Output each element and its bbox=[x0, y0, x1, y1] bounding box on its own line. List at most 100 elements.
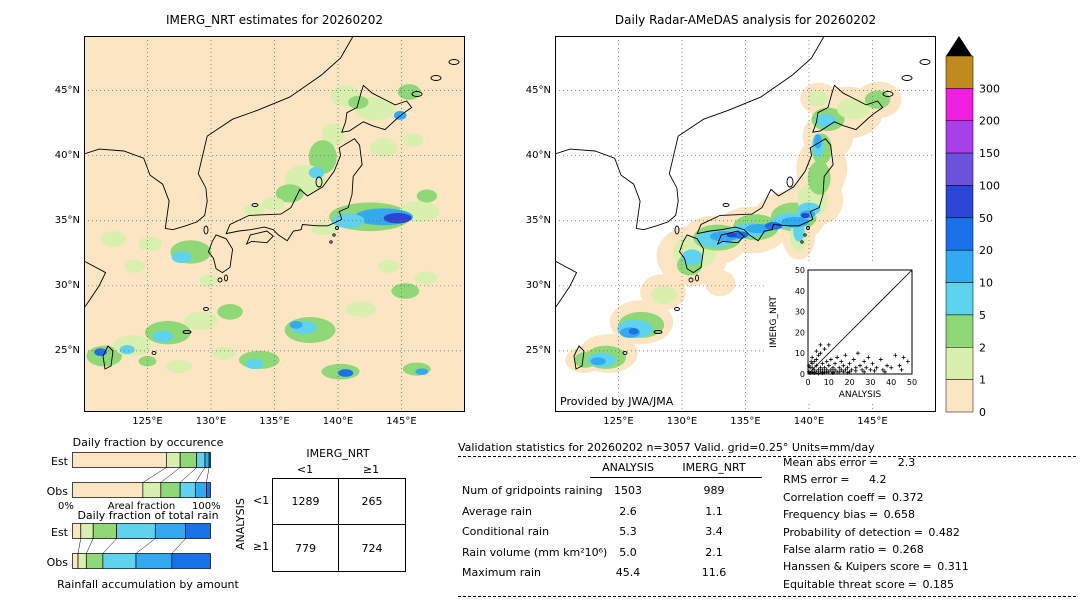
obs-bar bbox=[72, 553, 211, 569]
colorbar-label: 200 bbox=[979, 115, 1000, 128]
metric-label: RMS error bbox=[783, 473, 838, 487]
colorbar-swatch bbox=[945, 88, 974, 121]
stat-imerg-value: 989 bbox=[703, 484, 725, 497]
lat-tick-label: 45°N bbox=[525, 84, 551, 96]
colorbar-label: 100 bbox=[979, 179, 1000, 192]
contingency-table: 1289 265 779 724 bbox=[272, 478, 406, 572]
totalrain-est-label: Est bbox=[51, 526, 68, 539]
occurrence-x-max: 100% bbox=[192, 501, 221, 512]
inset-y-tick: 20 bbox=[795, 328, 805, 337]
metric-row: Correlation coeff = 0.372 bbox=[783, 489, 1077, 506]
lat-tick-label: 35°N bbox=[525, 214, 551, 226]
colorbar-swatch bbox=[945, 55, 974, 89]
obs-bar bbox=[72, 482, 211, 498]
totalrain-bars bbox=[72, 523, 211, 569]
contingency-cell-hit: 724 bbox=[361, 541, 383, 555]
segment-connectors bbox=[142, 467, 210, 483]
lat-tick-label: 25°N bbox=[525, 344, 551, 356]
equals-sign: = bbox=[913, 525, 923, 539]
lon-tick-label: 130°E bbox=[666, 416, 698, 427]
contingency-col-label-lt1: <1 bbox=[296, 463, 314, 476]
metric-row: RMS error = 4.2 bbox=[783, 471, 1077, 488]
metric-row: Mean abs error = 2.3 bbox=[783, 454, 1077, 471]
metric-label: Hanssen & Kuipers score bbox=[783, 560, 920, 574]
grid-lines bbox=[84, 36, 465, 412]
stat-label: Maximum rain bbox=[462, 566, 541, 579]
validation-title: Validation statistics for 20260202 n=305… bbox=[458, 441, 875, 454]
validation-metrics: Mean abs error = 2.3 RMS error = 4.2 Correlati… bbox=[783, 454, 1077, 593]
segment-connectors bbox=[77, 538, 186, 554]
coastlines bbox=[555, 36, 931, 370]
est-bar bbox=[72, 452, 211, 468]
precip-blobs bbox=[565, 81, 902, 373]
validation-row: Rain volume (mm km²10⁶) 5.0 2.1 bbox=[462, 543, 778, 564]
colorbar-swatch bbox=[945, 347, 974, 380]
metric-row: False alarm ratio = 0.268 bbox=[783, 541, 1077, 558]
lat-tick-label: 30°N bbox=[54, 279, 80, 291]
equals-sign: = bbox=[907, 577, 917, 591]
metric-row: Equitable threat score = 0.185 bbox=[783, 576, 1077, 593]
contingency-cell-hits-none: 1289 bbox=[273, 479, 339, 525]
colorbar-label: 0 bbox=[979, 406, 986, 416]
colorbar-label: 5 bbox=[979, 309, 986, 322]
lat-tick-label: 45°N bbox=[54, 84, 80, 96]
metric-value: 2.3 bbox=[897, 456, 916, 469]
lat-tick-label: 40°N bbox=[54, 149, 80, 161]
stat-label: Num of gridpoints raining bbox=[462, 484, 603, 497]
lon-tick-label: 145°E bbox=[857, 416, 888, 427]
overflow-triangle bbox=[946, 36, 972, 56]
equals-sign: = bbox=[869, 456, 879, 469]
contingency-row-header: ANALYSIS bbox=[234, 498, 247, 550]
equals-sign: = bbox=[868, 508, 879, 522]
metric-label: Probability of detection bbox=[783, 525, 911, 539]
contingency-cell-false-alarm: 265 bbox=[339, 479, 405, 525]
stat-imerg-value: 1.1 bbox=[705, 504, 723, 518]
metric-value: 0.658 bbox=[883, 508, 916, 522]
equals-sign: = bbox=[877, 490, 887, 504]
stat-label: Average rain bbox=[462, 504, 532, 518]
metric-label: Mean abs error bbox=[783, 456, 867, 469]
validation-col-analysis: ANALYSIS bbox=[602, 461, 654, 474]
inset-y-tick: 50 bbox=[795, 266, 805, 275]
validation-row: Num of gridpoints raining 1503 989 bbox=[462, 481, 778, 502]
inset-y-tick: 40 bbox=[795, 287, 805, 296]
lon-tick-label: 135°E bbox=[259, 416, 290, 427]
stat-imerg-value: 3.4 bbox=[705, 525, 723, 538]
colorbar-label: 50 bbox=[979, 212, 993, 225]
validation-row: Maximum rain 45.4 11.6 bbox=[462, 563, 778, 584]
stat-analysis-value: 1503 bbox=[614, 484, 642, 497]
left-map-title: IMERG_NRT estimates for 20260202 bbox=[166, 13, 383, 27]
validation-row: Conditional rain 5.3 3.4 bbox=[462, 522, 778, 543]
est-bar bbox=[72, 523, 211, 539]
lon-tick-label: 145°E bbox=[386, 416, 417, 427]
lon-tick-label: 140°E bbox=[793, 416, 825, 427]
inset-x-tick: 50 bbox=[907, 378, 917, 387]
lat-tick-label: 40°N bbox=[525, 149, 551, 161]
contingency-col-label-ge1: ≥1 bbox=[362, 463, 380, 476]
metric-row: Probability of detection = 0.482 bbox=[783, 524, 1077, 541]
occurrence-chart-title: Daily fraction by occurence bbox=[72, 436, 224, 449]
divider-top bbox=[458, 456, 1076, 457]
colorbar-swatch bbox=[945, 120, 974, 154]
inset-x-tick: 0 bbox=[805, 378, 810, 387]
colorbar-label: 10 bbox=[979, 277, 993, 290]
occurrence-bars bbox=[72, 452, 211, 498]
scatter-points bbox=[807, 342, 910, 376]
lon-tick-label: 135°E bbox=[730, 416, 761, 427]
metric-value: 0.268 bbox=[892, 542, 924, 556]
stat-label: Conditional rain bbox=[462, 525, 550, 538]
colorbar-swatch bbox=[945, 217, 974, 251]
stat-imerg-value: 2.1 bbox=[705, 545, 723, 559]
precip-blobs bbox=[86, 84, 440, 380]
imerg-map bbox=[84, 36, 465, 412]
one-to-one-line bbox=[807, 269, 913, 375]
stat-label: Rain volume (mm km²10⁶) bbox=[462, 545, 608, 559]
inset-y-tick: 0 bbox=[800, 370, 805, 379]
inset-y-tick: 10 bbox=[795, 349, 805, 358]
colorbar-swatch bbox=[945, 314, 974, 348]
lon-tick-label: 125°E bbox=[603, 416, 634, 427]
metric-value: 0.311 bbox=[937, 560, 969, 574]
metric-value: 0.372 bbox=[892, 490, 924, 504]
lon-tick-label: 140°E bbox=[322, 416, 354, 427]
